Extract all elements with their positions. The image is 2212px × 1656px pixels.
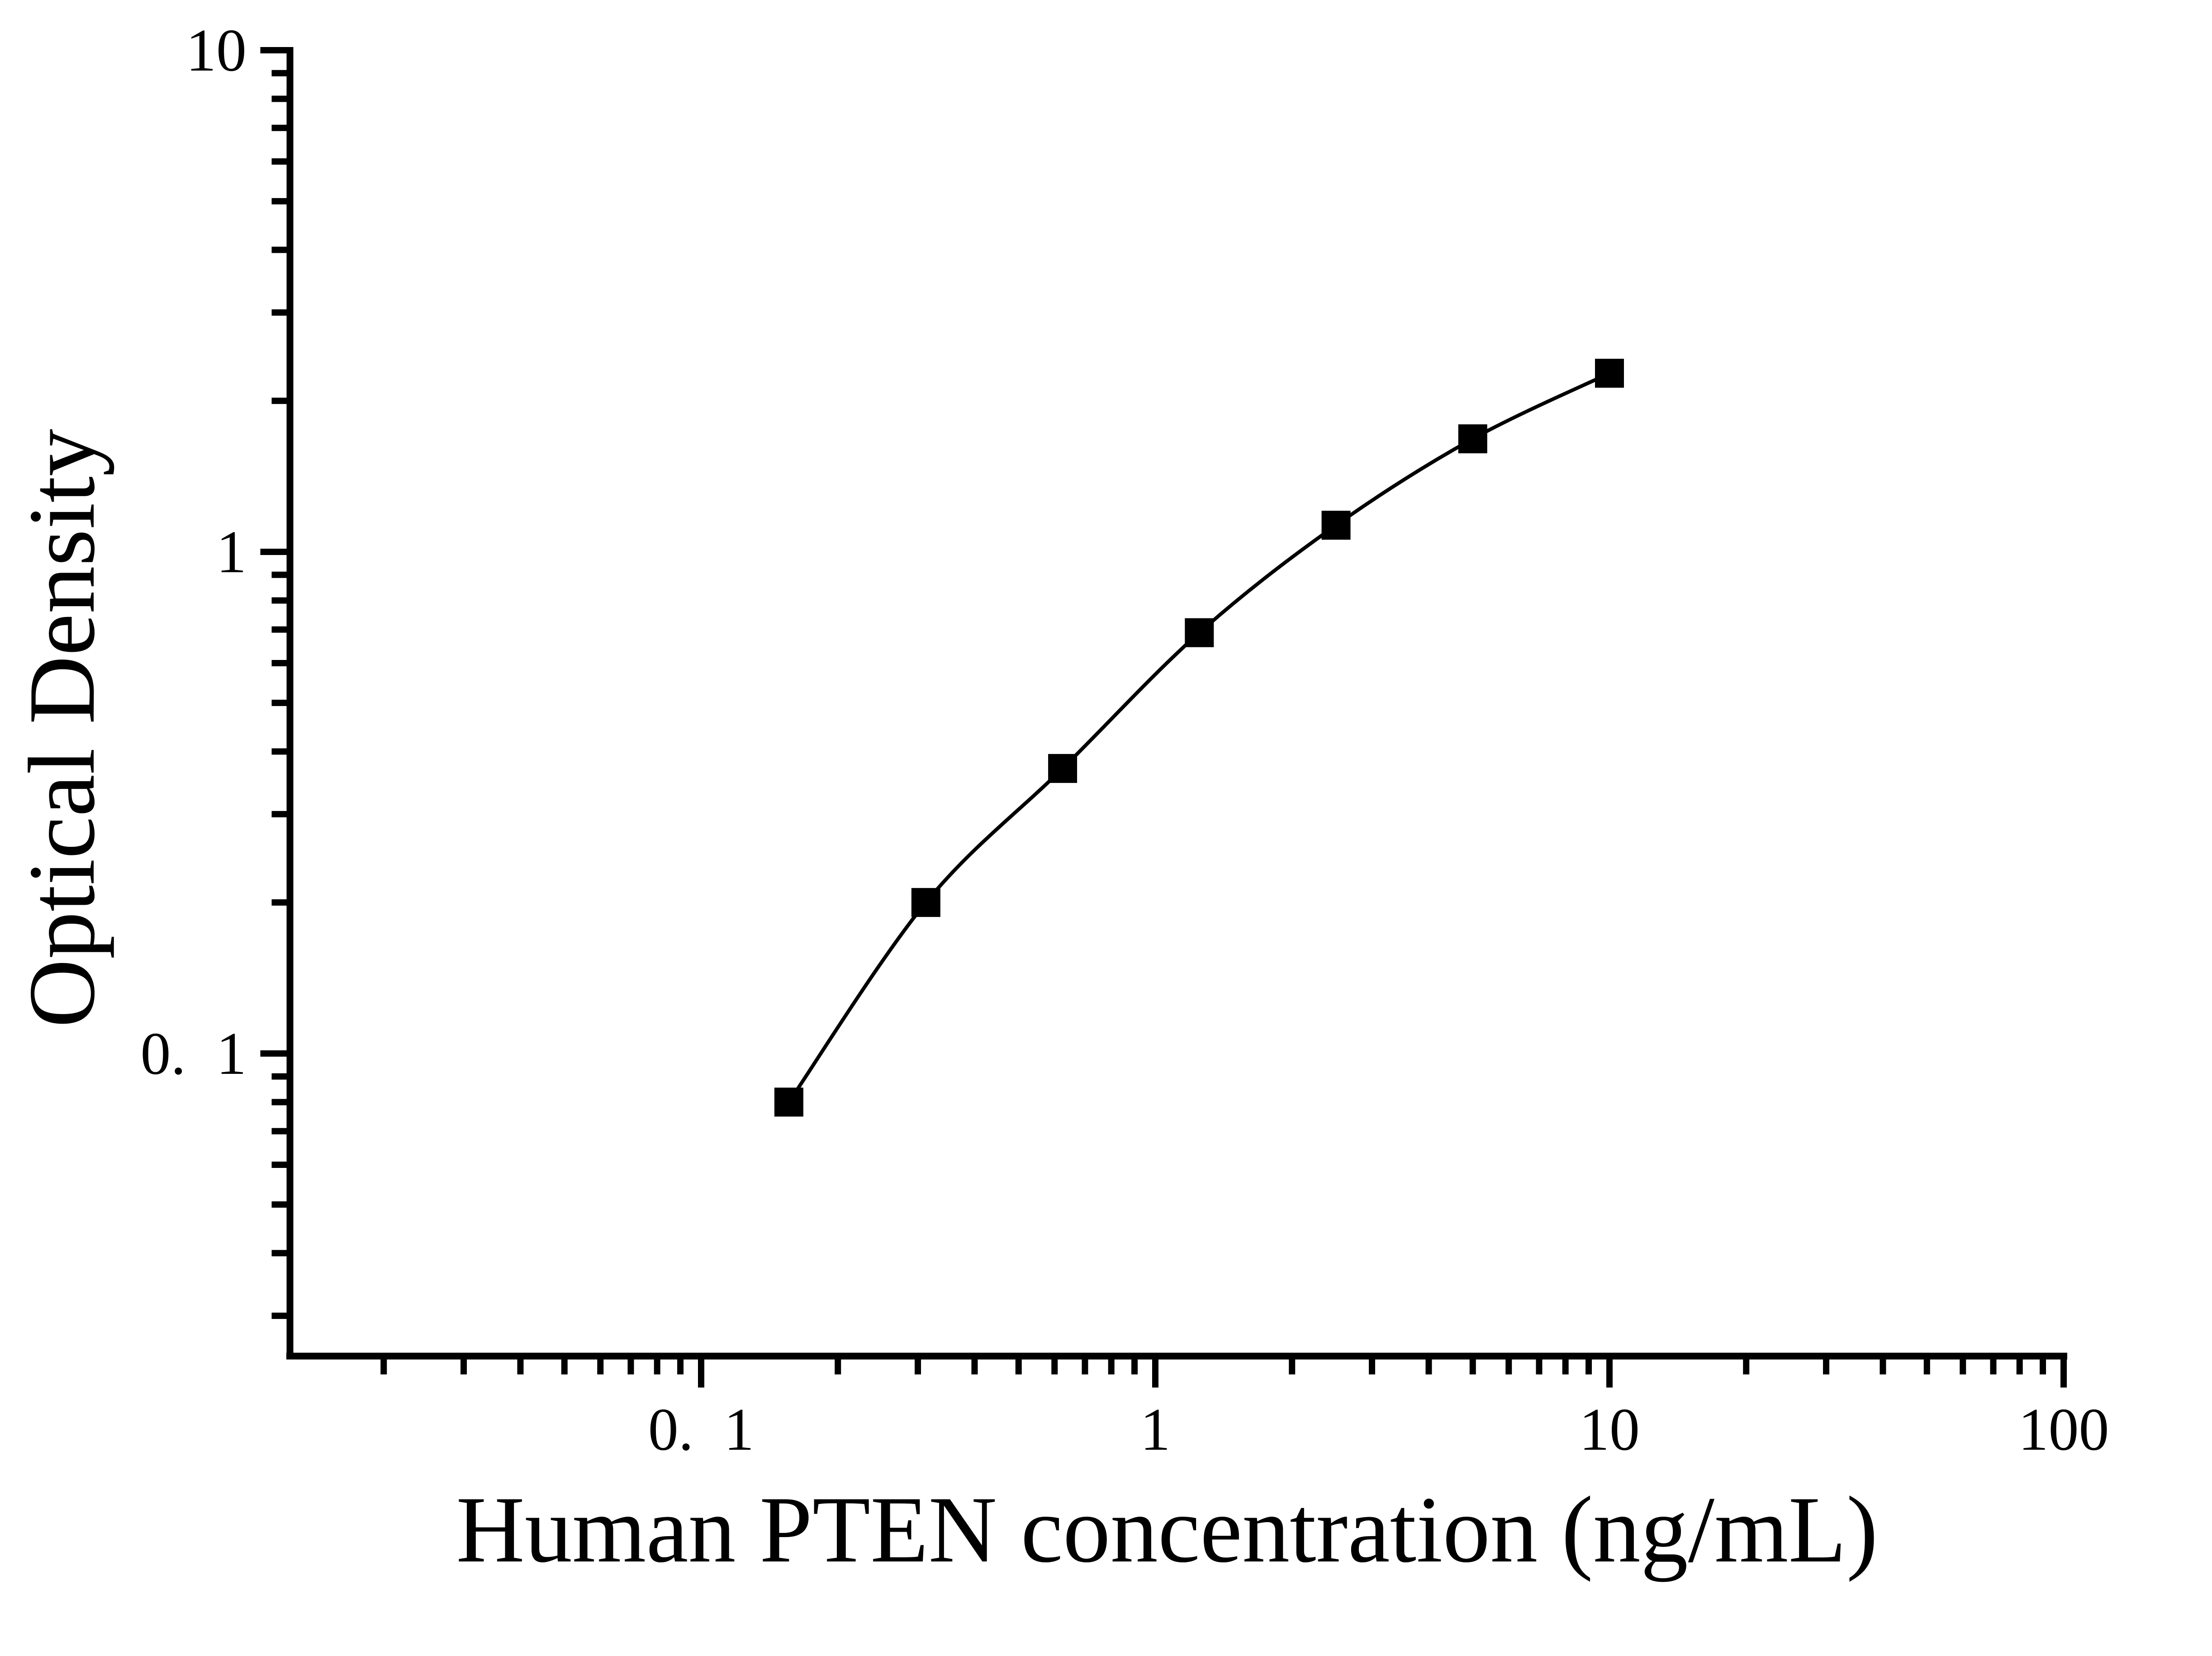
axes xyxy=(286,47,2067,1360)
x-tick-label: 100 xyxy=(2018,1396,2109,1463)
x-tick-label: 0. 1 xyxy=(648,1396,755,1463)
y-tick-label: 10 xyxy=(186,17,247,84)
y-tick-label: 1 xyxy=(216,518,247,585)
y-axis-title: Optical Density xyxy=(9,429,114,1028)
x-tick-label: 1 xyxy=(1140,1396,1171,1463)
data-series xyxy=(774,359,1624,1117)
data-point-marker xyxy=(774,1087,803,1117)
x-tick-label: 10 xyxy=(1579,1396,1640,1463)
data-point-marker xyxy=(1458,424,1487,454)
x-axis-title: Human PTEN concentration (ng/mL) xyxy=(456,1477,1878,1582)
data-point-marker xyxy=(1048,754,1078,783)
data-point-marker xyxy=(911,888,940,917)
axis-tick-labels: 0. 1 1 10 100 0. 1 1 10 xyxy=(141,17,2109,1463)
curve-line xyxy=(787,371,1610,1103)
data-point-marker xyxy=(1321,511,1351,540)
data-point-marker xyxy=(1595,359,1624,388)
data-point-marker xyxy=(1185,618,1214,647)
y-tick-label: 0. 1 xyxy=(141,1020,247,1087)
axis-ticks xyxy=(260,47,2067,1388)
